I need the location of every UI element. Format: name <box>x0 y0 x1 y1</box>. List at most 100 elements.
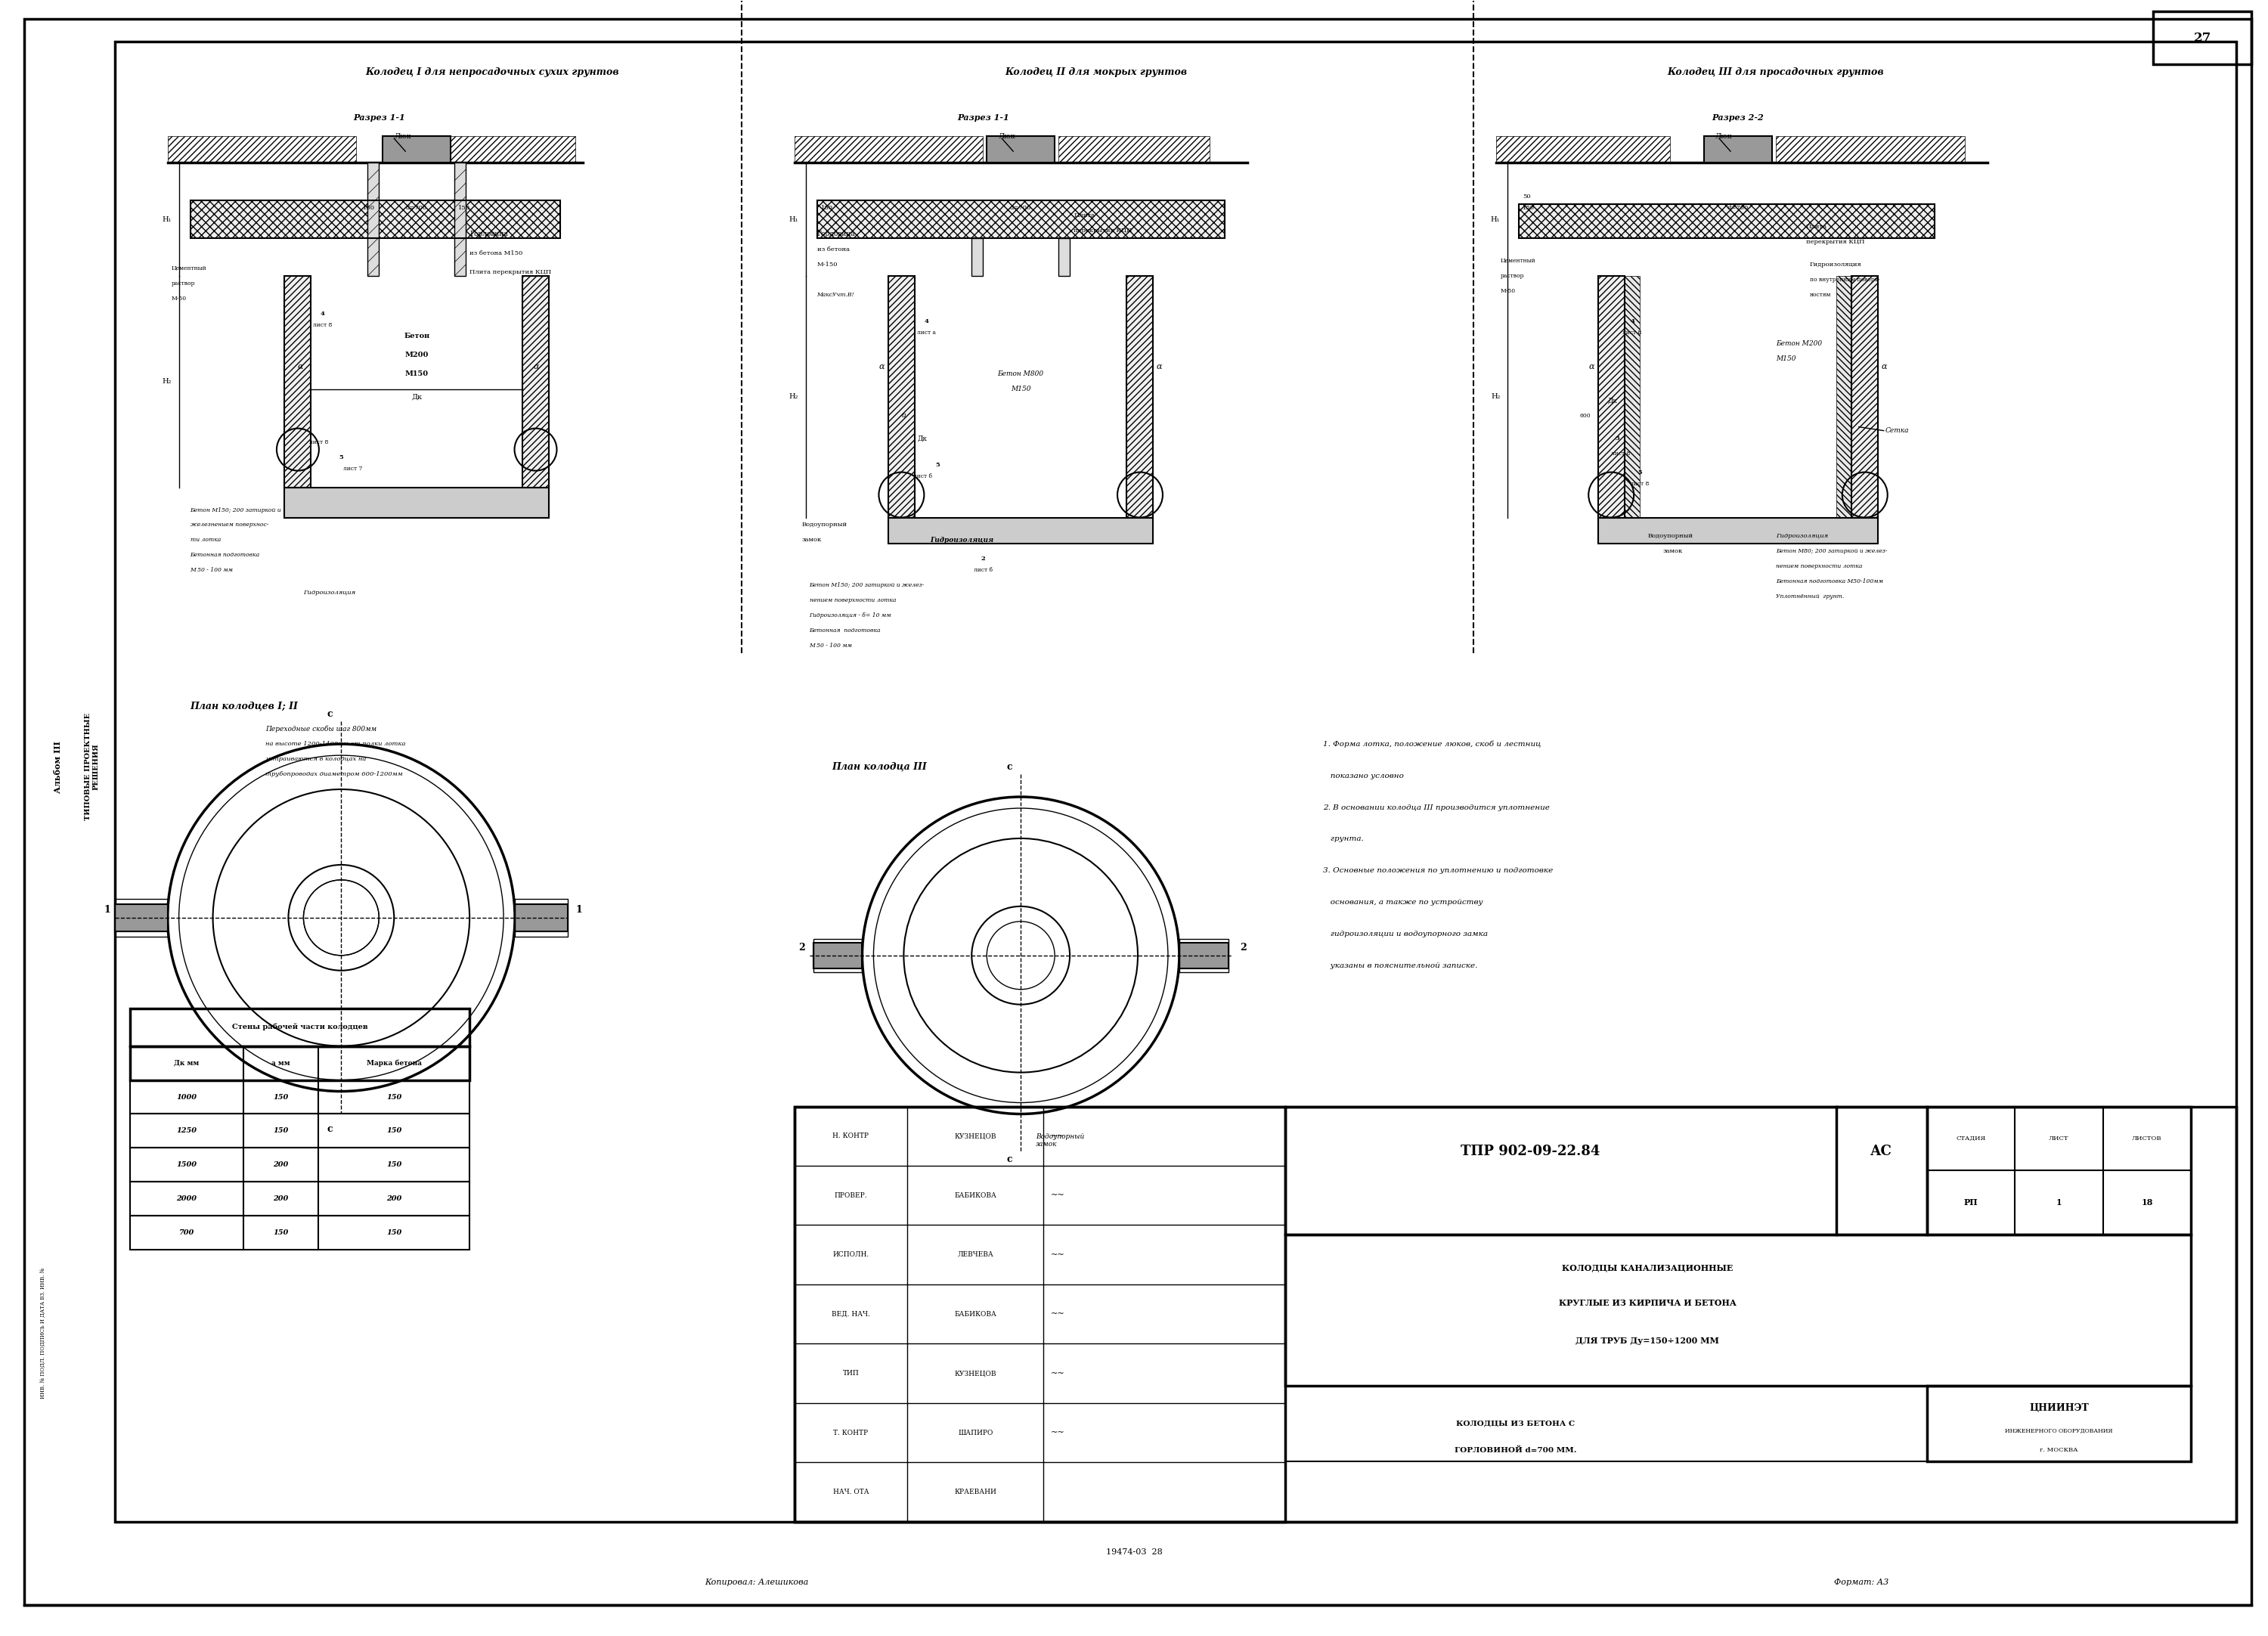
Bar <box>971 239 982 276</box>
Text: М200: М200 <box>406 352 429 358</box>
Bar <box>987 136 1055 162</box>
Text: с: с <box>1007 1155 1012 1165</box>
Text: М-150: М-150 <box>816 262 837 268</box>
Text: 150: 150 <box>458 204 469 211</box>
Bar <box>794 1106 2236 1521</box>
Text: М150: М150 <box>406 371 429 378</box>
Bar <box>1497 136 1669 162</box>
Text: Бетон М800: Бетон М800 <box>998 371 1043 378</box>
Text: БАБИКОВА: БАБИКОВА <box>955 1193 996 1199</box>
Text: нением поверхности лотка: нением поверхности лотка <box>810 597 896 604</box>
Text: Плита: Плита <box>1073 213 1095 219</box>
Text: 150: 150 <box>272 1230 288 1237</box>
Text: 1000: 1000 <box>177 1093 197 1101</box>
Text: а: а <box>900 412 905 419</box>
Text: ЛИСТ: ЛИСТ <box>2048 1135 2068 1142</box>
Bar <box>129 1181 469 1216</box>
Text: М 50 - 100 мм: М 50 - 100 мм <box>191 568 234 573</box>
Bar <box>129 1148 469 1181</box>
Text: α: α <box>533 363 540 370</box>
Text: лист 8: лист 8 <box>1622 329 1642 335</box>
Text: Горловина: Горловина <box>469 231 508 237</box>
Bar <box>129 1080 469 1114</box>
Text: замок: замок <box>1662 548 1683 555</box>
Text: 2: 2 <box>798 942 805 952</box>
Bar <box>889 276 914 517</box>
Text: КРУГЛЫЕ ИЗ КИРПИЧА И БЕТОНА: КРУГЛЫЕ ИЗ КИРПИЧА И БЕТОНА <box>1558 1299 1737 1307</box>
Text: с: с <box>327 708 333 718</box>
Text: Копировал: Алешикова: Копировал: Алешикова <box>705 1579 807 1585</box>
Text: Колодец I для непросадочных сухих грунтов: Колодец I для непросадочных сухих грунто… <box>365 67 619 77</box>
Text: Дк: Дк <box>919 435 928 442</box>
Bar <box>1851 276 1878 517</box>
Text: 5: 5 <box>338 455 342 460</box>
Bar <box>1059 136 1209 162</box>
Text: ШАПИРО: ШАПИРО <box>957 1430 993 1436</box>
Bar <box>522 276 549 488</box>
Text: МаксУчт.В!: МаксУчт.В! <box>816 291 855 298</box>
Text: лист 8: лист 8 <box>1610 450 1631 456</box>
Text: Сетка: Сетка <box>1885 427 1910 434</box>
Text: Бетон М150; 200 затиркой и желез-: Бетон М150; 200 затиркой и желез- <box>810 582 925 589</box>
Bar <box>1127 276 1152 517</box>
Text: с: с <box>1007 762 1012 772</box>
Text: Гидроизоляция - δ= 10 мм: Гидроизоляция - δ= 10 мм <box>810 612 891 618</box>
Text: 700: 700 <box>179 1230 195 1237</box>
Text: Дк: Дк <box>1608 398 1617 404</box>
Text: СТАДИЯ: СТАДИЯ <box>1955 1135 1987 1142</box>
Text: Бетон: Бетон <box>404 332 429 340</box>
Bar <box>1179 939 1229 972</box>
Text: 2. В основании колодца III производится уплотнение: 2. В основании колодца III производится … <box>1322 803 1549 811</box>
Text: 1. Форма лотка, положение люков, скоб и лестниц: 1. Форма лотка, положение люков, скоб и … <box>1322 741 1540 748</box>
Text: 150: 150 <box>363 204 374 211</box>
Text: 2000: 2000 <box>177 1196 197 1202</box>
Text: 600: 600 <box>1581 412 1590 419</box>
Text: Водоупорный: Водоупорный <box>803 522 848 528</box>
Text: Водоупорный: Водоупорный <box>1647 533 1692 540</box>
Text: 200: 200 <box>272 1196 288 1202</box>
Bar <box>515 898 567 936</box>
Text: г. МОСКВА: г. МОСКВА <box>2039 1446 2077 1453</box>
Text: 3: 3 <box>1615 435 1619 442</box>
Text: 5: 5 <box>1637 470 1642 474</box>
Text: АС: АС <box>1871 1145 1892 1158</box>
Text: H₁: H₁ <box>1490 216 1499 222</box>
Text: Гидроизоляция: Гидроизоляция <box>930 537 993 543</box>
Text: КУЗНЕЦОВ: КУЗНЕЦОВ <box>955 1132 996 1140</box>
Text: α: α <box>1157 363 1161 370</box>
Text: ~~: ~~ <box>1050 1369 1066 1378</box>
Text: 200: 200 <box>272 1162 288 1168</box>
Text: d=700: d=700 <box>1009 204 1032 211</box>
Text: План колодца III: План колодца III <box>832 762 928 772</box>
Bar <box>284 488 549 517</box>
Bar <box>129 1045 469 1080</box>
Bar <box>284 276 311 488</box>
Text: 3. Основные положения по уплотнению и подготовке: 3. Основные положения по уплотнению и по… <box>1322 867 1554 874</box>
Text: H₂: H₂ <box>1490 393 1499 401</box>
Text: 4: 4 <box>1631 317 1635 324</box>
Text: Разрез 2-2: Разрез 2-2 <box>1712 113 1765 121</box>
Text: М 50 - 100 мм: М 50 - 100 мм <box>810 643 853 649</box>
Bar <box>522 276 549 488</box>
Bar <box>816 200 1225 239</box>
Text: трубопроводах диаметром 600-1200мм: трубопроводах диаметром 600-1200мм <box>265 771 404 777</box>
Text: ПРОВЕР.: ПРОВЕР. <box>835 1193 866 1199</box>
Text: Гидроизоляция: Гидроизоляция <box>304 591 356 596</box>
Text: 150: 150 <box>272 1127 288 1134</box>
Text: 150: 150 <box>1522 204 1535 211</box>
Text: из бетона М150: из бетона М150 <box>469 250 522 257</box>
Bar <box>191 200 560 239</box>
Text: ~~: ~~ <box>1050 1191 1066 1199</box>
Text: 150: 150 <box>386 1127 401 1134</box>
Text: ТПР 902-09-22.84: ТПР 902-09-22.84 <box>1461 1145 1601 1158</box>
Text: Т. КОНТР: Т. КОНТР <box>832 1430 869 1436</box>
Bar <box>1286 1106 1928 1235</box>
Bar <box>1703 136 1771 162</box>
Text: М-50: М-50 <box>1499 288 1515 294</box>
Text: ЛЕВЧЕВА: ЛЕВЧЕВА <box>957 1252 993 1258</box>
Text: ~~: ~~ <box>1050 1428 1066 1436</box>
Bar <box>1599 517 1878 543</box>
Text: 4: 4 <box>923 317 928 324</box>
Text: 2: 2 <box>980 556 984 563</box>
Bar <box>1520 204 1935 239</box>
